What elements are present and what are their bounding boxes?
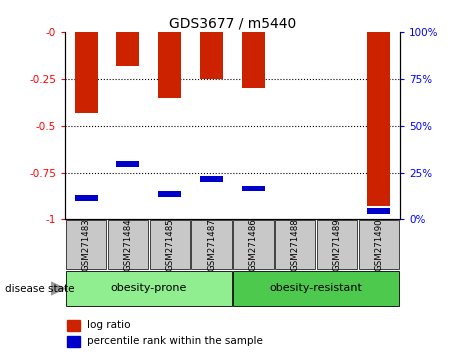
Text: obesity-resistant: obesity-resistant bbox=[270, 283, 363, 293]
Bar bbox=[367, 32, 391, 206]
FancyBboxPatch shape bbox=[233, 220, 273, 269]
Text: GSM271486: GSM271486 bbox=[249, 218, 258, 271]
Bar bbox=[74, 195, 98, 201]
Text: disease state: disease state bbox=[5, 284, 74, 293]
Bar bbox=[116, 161, 140, 167]
Bar bbox=[74, 32, 98, 113]
FancyBboxPatch shape bbox=[317, 220, 357, 269]
Bar bbox=[200, 176, 223, 182]
Bar bbox=[158, 191, 181, 197]
Polygon shape bbox=[51, 282, 65, 295]
FancyBboxPatch shape bbox=[108, 220, 148, 269]
Bar bbox=[367, 208, 391, 214]
Text: GSM271483: GSM271483 bbox=[81, 218, 91, 271]
Bar bbox=[158, 32, 181, 97]
FancyBboxPatch shape bbox=[275, 220, 315, 269]
FancyBboxPatch shape bbox=[192, 220, 232, 269]
Text: percentile rank within the sample: percentile rank within the sample bbox=[86, 336, 262, 346]
Text: GSM271484: GSM271484 bbox=[123, 218, 133, 271]
Bar bbox=[67, 320, 80, 331]
Bar bbox=[242, 32, 265, 88]
Bar bbox=[200, 32, 223, 79]
Bar bbox=[67, 336, 80, 347]
FancyBboxPatch shape bbox=[150, 220, 190, 269]
Text: GSM271485: GSM271485 bbox=[165, 218, 174, 271]
FancyBboxPatch shape bbox=[66, 220, 106, 269]
Text: GSM271490: GSM271490 bbox=[374, 218, 384, 270]
Text: GSM271489: GSM271489 bbox=[332, 218, 342, 270]
FancyBboxPatch shape bbox=[359, 220, 399, 269]
Bar bbox=[116, 32, 140, 65]
FancyBboxPatch shape bbox=[66, 271, 232, 306]
Text: obesity-prone: obesity-prone bbox=[111, 283, 187, 293]
Text: GSM271488: GSM271488 bbox=[291, 218, 300, 271]
Text: log ratio: log ratio bbox=[86, 320, 130, 330]
Title: GDS3677 / m5440: GDS3677 / m5440 bbox=[169, 17, 296, 31]
Text: GSM271487: GSM271487 bbox=[207, 218, 216, 271]
Bar bbox=[242, 186, 265, 191]
FancyBboxPatch shape bbox=[233, 271, 399, 306]
